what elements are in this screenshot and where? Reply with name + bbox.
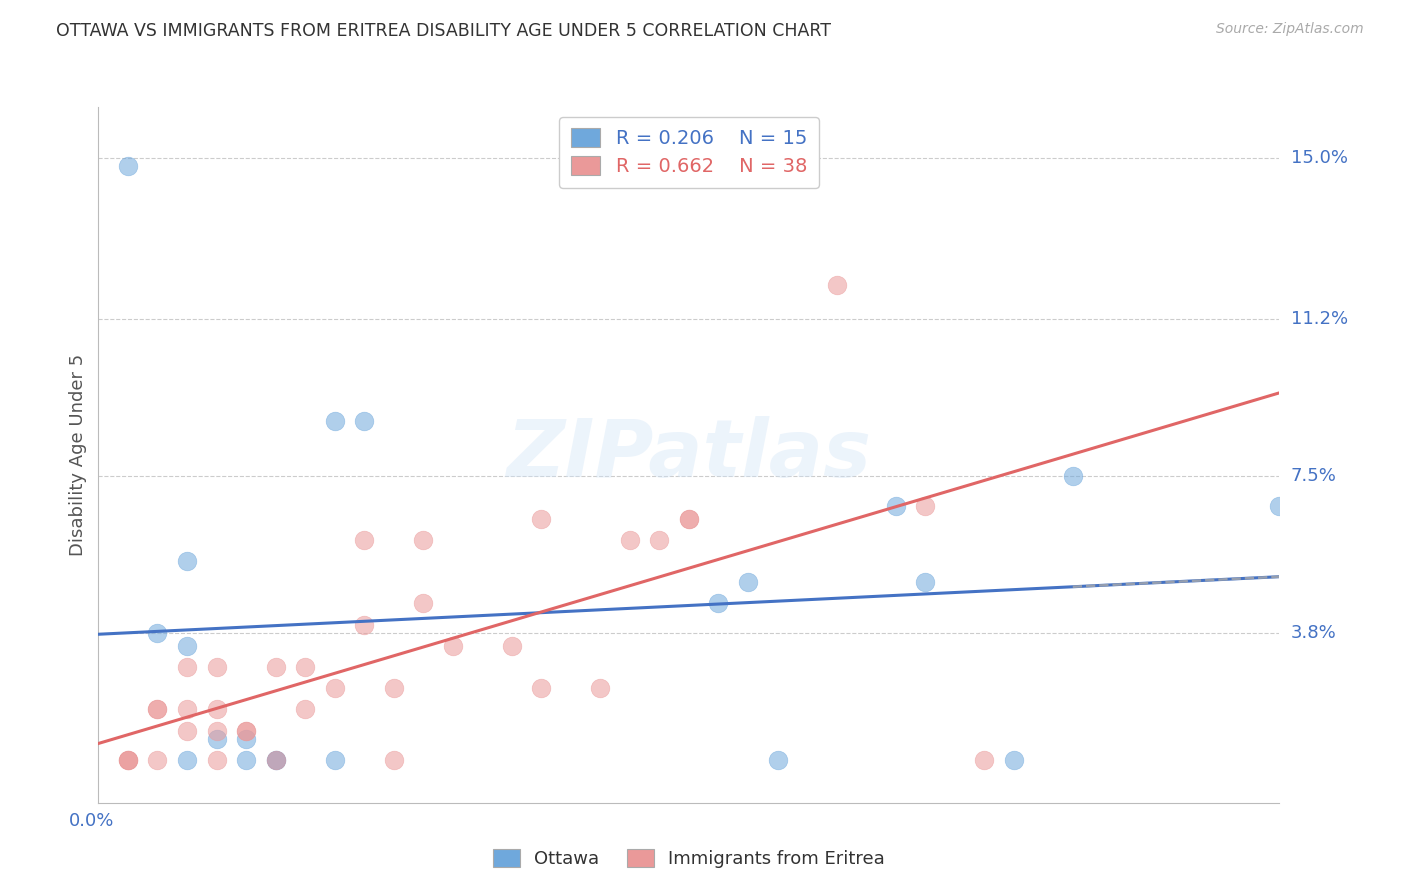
Text: OTTAWA VS IMMIGRANTS FROM ERITREA DISABILITY AGE UNDER 5 CORRELATION CHART: OTTAWA VS IMMIGRANTS FROM ERITREA DISABI… <box>56 22 831 40</box>
Point <box>530 681 553 696</box>
Point <box>235 723 257 738</box>
Point <box>501 639 523 653</box>
Point <box>1002 753 1025 767</box>
Legend: Ottawa, Immigrants from Eritrea: Ottawa, Immigrants from Eritrea <box>484 840 894 877</box>
Point <box>412 596 434 610</box>
Point <box>205 732 228 747</box>
Point <box>619 533 641 547</box>
Point <box>176 753 198 767</box>
Point <box>146 702 169 716</box>
Point <box>648 533 671 547</box>
Point <box>294 702 316 716</box>
Point <box>264 753 287 767</box>
Point <box>530 511 553 525</box>
Point <box>737 575 759 590</box>
Point <box>264 753 287 767</box>
Point <box>205 660 228 674</box>
Text: 15.0%: 15.0% <box>1291 149 1347 167</box>
Point <box>441 639 464 653</box>
Point <box>825 278 848 293</box>
Point <box>353 617 375 632</box>
Point <box>914 575 936 590</box>
Point <box>914 499 936 513</box>
Point <box>412 533 434 547</box>
Point <box>766 753 789 767</box>
Point <box>382 681 405 696</box>
Y-axis label: Disability Age Under 5: Disability Age Under 5 <box>69 354 87 556</box>
Point <box>264 753 287 767</box>
Point <box>294 660 316 674</box>
Point <box>176 660 198 674</box>
Point <box>353 414 375 428</box>
Point <box>678 511 700 525</box>
Point <box>382 753 405 767</box>
Point <box>264 660 287 674</box>
Text: ZIPatlas: ZIPatlas <box>506 416 872 494</box>
Point <box>235 753 257 767</box>
Point <box>973 753 995 767</box>
Point <box>323 414 346 428</box>
Point <box>323 753 346 767</box>
Point <box>146 702 169 716</box>
Text: 3.8%: 3.8% <box>1291 624 1336 642</box>
Point <box>1268 499 1291 513</box>
Text: 11.2%: 11.2% <box>1291 310 1348 328</box>
Text: 0.0%: 0.0% <box>69 812 114 830</box>
Point <box>117 753 139 767</box>
Point <box>146 753 169 767</box>
Point <box>205 702 228 716</box>
Point <box>589 681 612 696</box>
Point <box>205 723 228 738</box>
Point <box>176 639 198 653</box>
Point <box>117 753 139 767</box>
Point <box>707 596 730 610</box>
Point <box>235 723 257 738</box>
Point <box>235 732 257 747</box>
Point <box>323 681 346 696</box>
Point <box>205 753 228 767</box>
Point <box>176 702 198 716</box>
Point <box>884 499 907 513</box>
Point <box>146 626 169 640</box>
Point <box>176 554 198 568</box>
Text: Source: ZipAtlas.com: Source: ZipAtlas.com <box>1216 22 1364 37</box>
Point <box>117 753 139 767</box>
Point <box>1062 469 1084 483</box>
Point <box>176 723 198 738</box>
Point <box>678 511 700 525</box>
Point <box>353 533 375 547</box>
Point <box>117 160 139 174</box>
Text: 7.5%: 7.5% <box>1291 467 1337 485</box>
